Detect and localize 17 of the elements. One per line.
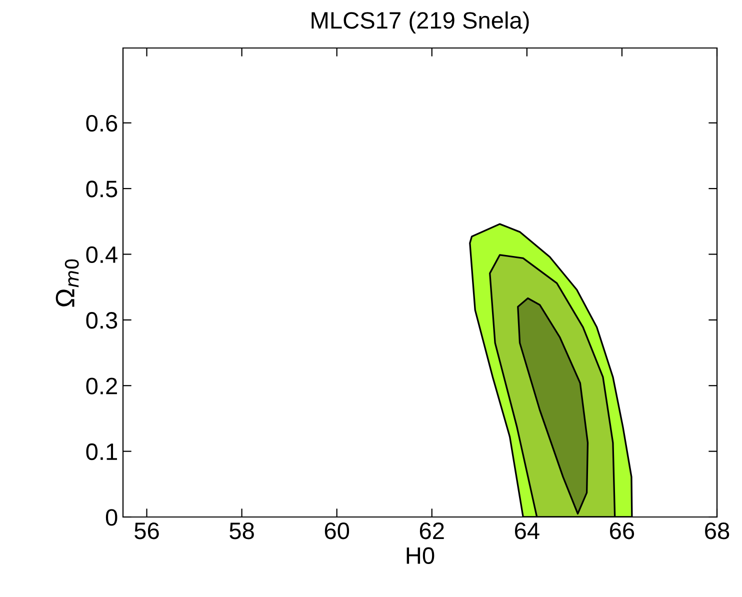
y-tick-label: 0 bbox=[106, 509, 118, 526]
x-tick-label: 68 bbox=[705, 522, 730, 540]
y-tick-label: 0.3 bbox=[86, 312, 118, 329]
x-tick-label: 56 bbox=[134, 522, 159, 540]
x-tick-label: 60 bbox=[324, 522, 350, 540]
chart-title: MLCS17 (219 Snela) bbox=[312, 11, 529, 34]
x-tick-label: 66 bbox=[610, 522, 634, 540]
x-axis-title: H0 bbox=[406, 547, 434, 564]
y-tick-label: 0.2 bbox=[86, 378, 117, 394]
y-axis-title: Ω$_{m0}$ bbox=[56, 259, 79, 307]
y-tick-label: 0.5 bbox=[86, 180, 118, 198]
y-tick-label: 0.4 bbox=[86, 246, 118, 264]
x-tick-label: 58 bbox=[230, 522, 254, 540]
x-tick-label: 64 bbox=[514, 522, 540, 540]
x-tick-label: 62 bbox=[420, 522, 444, 540]
y-tick-label: 0.1 bbox=[86, 443, 117, 460]
y-tick-label: 0.6 bbox=[86, 114, 118, 132]
